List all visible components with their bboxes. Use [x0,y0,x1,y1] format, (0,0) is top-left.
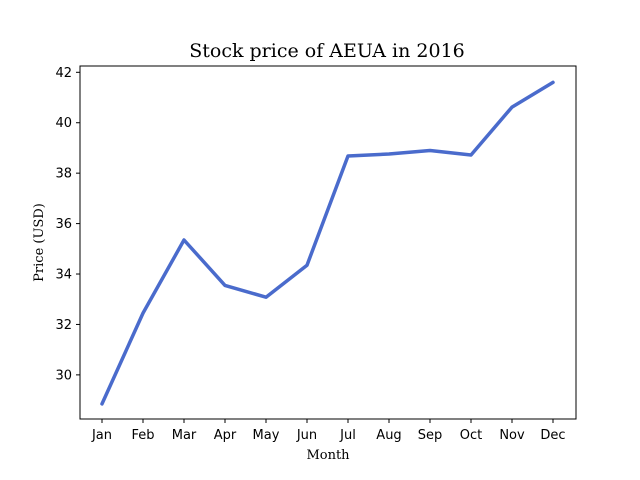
y-axis: 30 32 34 36 38 40 42 [55,66,80,383]
y-axis-label: Price (USD) [32,203,47,282]
x-tick-label: Sep [418,428,443,443]
y-tick-label: 40 [55,116,72,131]
x-tick-label: Jul [339,428,356,443]
x-tick-label: Oct [460,428,482,443]
x-tick-label: Dec [540,428,565,443]
y-tick-label: 38 [55,167,72,182]
series-line-0 [100,80,555,406]
x-tick-label: Nov [499,428,525,443]
y-tick-label: 34 [55,268,72,283]
x-tick-label: Jun [296,428,317,443]
x-tick-label: May [253,428,280,443]
x-tick-label: Mar [172,428,197,443]
plot-area [100,80,555,406]
y-tick-label: 42 [55,66,72,81]
x-tick-label: Jan [91,428,112,443]
y-tick-label: 30 [55,368,72,383]
y-tick-label: 32 [55,318,72,333]
x-axis-label: Month [306,448,350,463]
x-axis: Jan Feb Mar Apr May Jun Jul Aug Sep Oct Nov Dec [91,419,566,443]
x-tick-label: Aug [376,428,401,443]
y-tick-label: 36 [55,217,72,232]
plot-frame [79,65,577,420]
x-tick-label: Feb [131,428,154,443]
chart-title: Stock price of AEUA in 2016 [189,40,465,62]
x-tick-label: Apr [214,428,237,443]
